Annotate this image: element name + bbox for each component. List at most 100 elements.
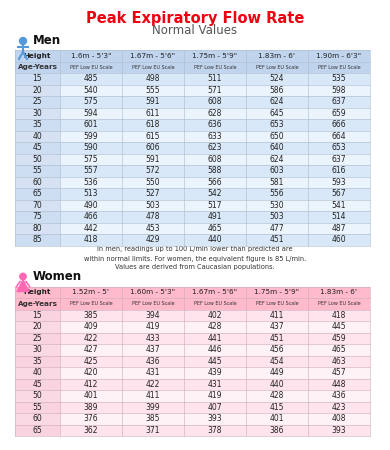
Circle shape	[20, 273, 26, 280]
Bar	[15, 165, 60, 176]
Text: 637: 637	[332, 155, 346, 164]
Text: 75: 75	[33, 212, 43, 221]
Text: 1.67m - 5'6": 1.67m - 5'6"	[130, 53, 176, 59]
Text: 571: 571	[208, 86, 222, 95]
Text: 407: 407	[208, 403, 222, 412]
Text: 542: 542	[208, 189, 222, 198]
Text: 20: 20	[33, 322, 42, 331]
Text: 466: 466	[84, 212, 98, 221]
Text: 540: 540	[84, 86, 98, 95]
Text: 428: 428	[208, 322, 222, 331]
Text: Peak Expiratory Flow Rate: Peak Expiratory Flow Rate	[86, 10, 304, 26]
Text: 637: 637	[332, 97, 346, 106]
Text: 556: 556	[270, 189, 284, 198]
Text: PEF Low EU Scale: PEF Low EU Scale	[256, 65, 298, 70]
Bar	[15, 222, 370, 234]
Text: 40: 40	[33, 132, 43, 141]
Bar	[15, 85, 60, 96]
Text: 633: 633	[208, 132, 222, 141]
Bar	[15, 234, 60, 246]
Text: 415: 415	[270, 403, 284, 412]
Text: 530: 530	[270, 201, 284, 210]
Text: 40: 40	[33, 368, 43, 377]
Text: 15: 15	[33, 74, 42, 83]
Text: 624: 624	[270, 155, 284, 164]
Text: PEF Low EU Scale: PEF Low EU Scale	[70, 65, 112, 70]
Bar	[15, 85, 370, 96]
Bar	[15, 199, 370, 211]
Bar	[15, 401, 60, 413]
Bar	[15, 424, 370, 436]
Bar	[15, 356, 60, 367]
Text: PEF Low EU Scale: PEF Low EU Scale	[70, 301, 112, 306]
Text: 454: 454	[270, 357, 284, 366]
Bar	[15, 153, 370, 165]
Bar	[15, 176, 60, 188]
Text: 437: 437	[146, 345, 160, 354]
Text: 418: 418	[332, 311, 346, 320]
Text: 487: 487	[332, 224, 346, 233]
Text: 25: 25	[33, 334, 42, 343]
Text: 640: 640	[270, 143, 284, 152]
Text: 536: 536	[84, 178, 98, 187]
Polygon shape	[17, 280, 29, 292]
Bar	[15, 199, 60, 211]
Text: 459: 459	[332, 334, 346, 343]
Bar	[15, 108, 370, 119]
Bar	[15, 298, 370, 310]
Text: 445: 445	[208, 357, 222, 366]
Bar	[15, 142, 370, 153]
Text: 588: 588	[208, 166, 222, 175]
Text: 511: 511	[208, 74, 222, 83]
Text: In men, readings up to 100 L/min lower than predicted are
within normal limits. : In men, readings up to 100 L/min lower t…	[84, 247, 306, 270]
Bar	[15, 119, 370, 130]
Text: 636: 636	[208, 120, 222, 129]
Text: 420: 420	[84, 368, 98, 377]
Bar	[15, 390, 60, 401]
Bar	[15, 390, 370, 401]
Bar	[15, 211, 370, 222]
Text: 25: 25	[33, 97, 42, 106]
Text: 371: 371	[146, 426, 160, 435]
Text: 1.6m - 5'3": 1.6m - 5'3"	[71, 53, 111, 59]
Text: 55: 55	[33, 403, 43, 412]
Text: 385: 385	[146, 414, 160, 423]
Text: 535: 535	[332, 74, 346, 83]
Text: 425: 425	[84, 357, 98, 366]
Text: 575: 575	[84, 155, 98, 164]
Bar	[15, 211, 60, 222]
Bar	[15, 96, 370, 108]
Text: 423: 423	[332, 403, 346, 412]
Bar	[15, 96, 60, 108]
Text: 439: 439	[208, 368, 222, 377]
Text: 436: 436	[146, 357, 160, 366]
Bar	[15, 321, 60, 333]
Text: 449: 449	[270, 368, 284, 377]
Text: 666: 666	[332, 120, 346, 129]
Text: 422: 422	[146, 380, 160, 389]
Text: 1.90m - 6'3": 1.90m - 6'3"	[316, 53, 362, 59]
Bar	[15, 50, 370, 246]
Bar	[15, 287, 370, 436]
Text: 598: 598	[332, 86, 346, 95]
Text: 645: 645	[270, 109, 284, 118]
Text: 1.75m - 5'9": 1.75m - 5'9"	[192, 53, 238, 59]
Text: 418: 418	[84, 235, 98, 244]
Text: 601: 601	[84, 120, 98, 129]
Text: 445: 445	[332, 322, 346, 331]
Text: 431: 431	[208, 380, 222, 389]
Text: 581: 581	[270, 178, 284, 187]
Bar	[15, 333, 370, 344]
Text: 623: 623	[208, 143, 222, 152]
Bar	[15, 62, 370, 73]
Text: 394: 394	[146, 311, 160, 320]
Text: 35: 35	[33, 120, 43, 129]
Text: 1.52m - 5': 1.52m - 5'	[73, 289, 110, 295]
Text: Normal Values: Normal Values	[152, 24, 238, 37]
Bar	[15, 378, 60, 390]
Bar	[15, 188, 370, 199]
Text: PEF Low EU Scale: PEF Low EU Scale	[132, 65, 174, 70]
Text: 30: 30	[33, 345, 43, 354]
Text: 65: 65	[33, 426, 43, 435]
Text: 440: 440	[270, 380, 284, 389]
